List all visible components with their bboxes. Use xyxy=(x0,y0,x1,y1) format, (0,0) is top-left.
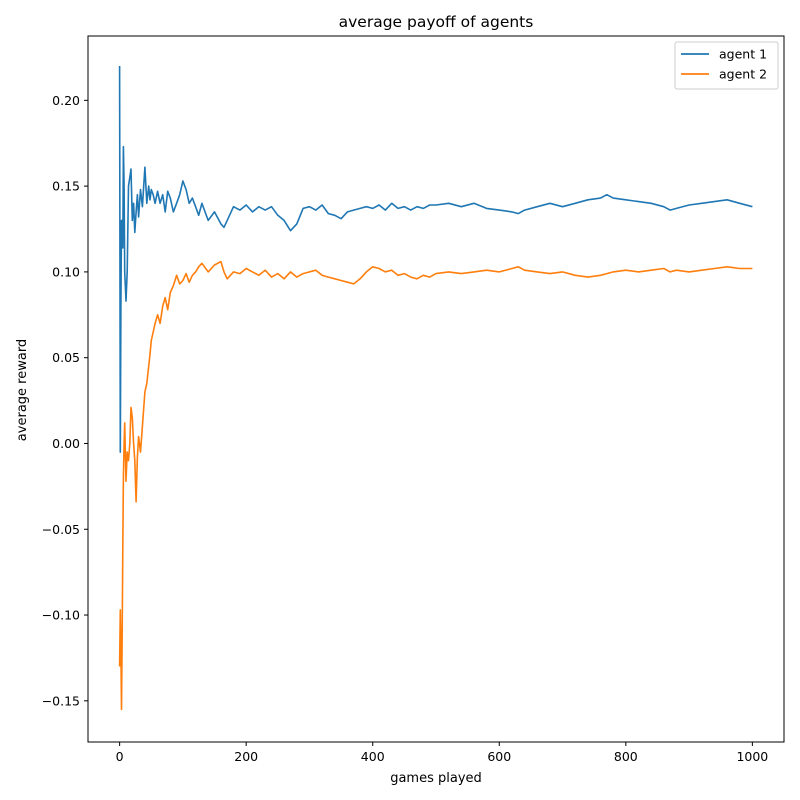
x-tick-label: 200 xyxy=(234,749,258,764)
x-tick-label: 1000 xyxy=(736,749,768,764)
x-tick-label: 600 xyxy=(487,749,511,764)
x-tick-label: 800 xyxy=(614,749,638,764)
y-tick-label: 0.00 xyxy=(52,436,80,451)
x-axis-label: games played xyxy=(390,771,482,786)
y-tick-label: 0.15 xyxy=(52,179,80,194)
y-tick-label: 0.05 xyxy=(52,350,80,365)
y-tick-label: −0.10 xyxy=(42,608,80,623)
legend-label-agent-1: agent 1 xyxy=(719,47,767,62)
x-axis-ticks: 0 200 400 600 800 1000 xyxy=(116,742,768,764)
legend-label-agent-2: agent 2 xyxy=(719,67,767,82)
y-tick-label: −0.05 xyxy=(42,522,80,537)
plot-frame xyxy=(87,35,785,743)
x-tick-label: 400 xyxy=(361,749,385,764)
y-axis-ticks: −0.15 −0.10 −0.05 0.00 0.05 0.10 0.15 0.20 xyxy=(42,93,88,708)
y-tick-label: −0.15 xyxy=(42,693,80,708)
series-line-agent-2 xyxy=(118,260,753,711)
y-tick-label: 0.10 xyxy=(52,264,80,279)
legend: agent 1 agent 2 xyxy=(674,41,779,90)
y-tick-label: 0.20 xyxy=(52,93,80,108)
chart-title: average payoff of agents xyxy=(339,13,534,31)
y-axis-label: average reward xyxy=(15,339,30,441)
x-tick-label: 0 xyxy=(116,749,124,764)
series-layer xyxy=(118,65,753,711)
series-line-agent-1 xyxy=(118,65,753,453)
